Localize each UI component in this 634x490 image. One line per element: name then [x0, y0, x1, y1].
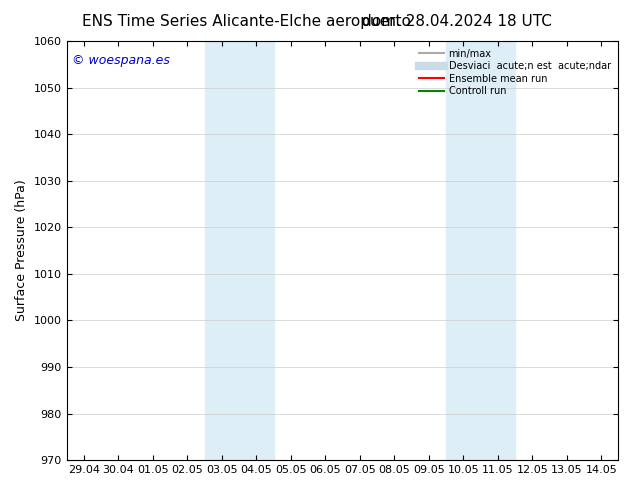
Bar [205, 41, 273, 460]
Text: ENS Time Series Alicante-Elche aeropuerto: ENS Time Series Alicante-Elche aeropuert… [82, 14, 411, 29]
Y-axis label: Surface Pressure (hPa): Surface Pressure (hPa) [15, 180, 28, 321]
Text: © woespana.es: © woespana.es [72, 53, 170, 67]
Text: dom. 28.04.2024 18 UTC: dom. 28.04.2024 18 UTC [362, 14, 552, 29]
Bar [446, 41, 515, 460]
Legend: min/max, Desviaci  acute;n est  acute;ndar, Ensemble mean run, Controll run: min/max, Desviaci acute;n est acute;ndar… [417, 46, 614, 99]
